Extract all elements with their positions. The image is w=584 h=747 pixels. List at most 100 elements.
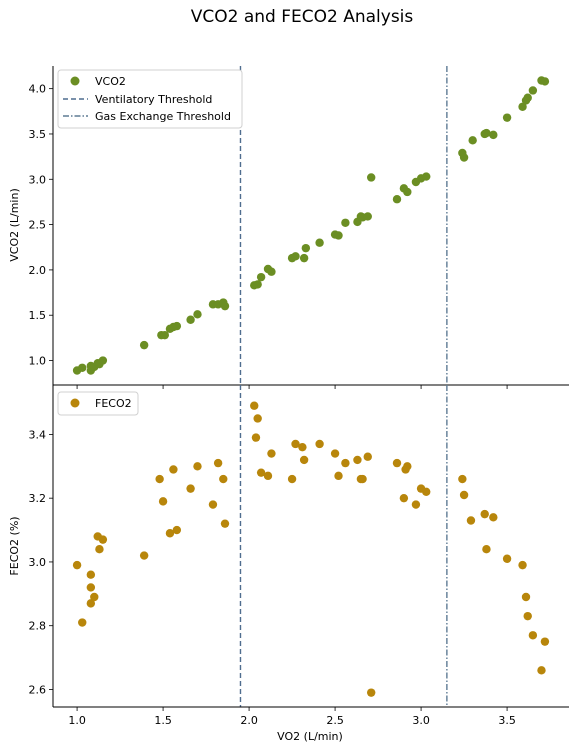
feco2-point: [341, 458, 350, 468]
vco2-y-tick-label: 1.0: [29, 355, 47, 368]
feco2-point: [358, 474, 367, 484]
vco2-point: [78, 363, 87, 372]
feco2-point: [213, 458, 223, 468]
chart-title: VCO2 and FECO2 Analysis: [191, 7, 414, 27]
vco2-point: [482, 128, 491, 138]
feco2-point: [334, 471, 343, 481]
vco2-point: [256, 272, 266, 282]
vco2-point: [367, 173, 376, 182]
vco2-point: [518, 102, 527, 111]
vco2-y-axis-label: VCO2 (L/min): [8, 188, 21, 262]
feco2-point: [287, 474, 297, 484]
feco2-point: [193, 462, 202, 471]
x-axis-label: VO2 (L/min): [277, 730, 343, 742]
feco2-panel: FECO2 (%) 2.6 2.8 3.0 3.2 3.4 1.0 1.5 2.0 2.5 3.0…: [8, 385, 569, 727]
vco2-point: [468, 136, 477, 145]
feco2-point: [267, 449, 276, 458]
vco2-panel: VCO2 (L/min) 1.0 1.5 2.0 2.5 3.0 3.5 4.0 VCO2 …: [8, 66, 569, 389]
feco2-point: [411, 500, 421, 509]
feco2-point: [186, 484, 195, 493]
feco2-point: [220, 519, 230, 528]
vco2-point: [403, 187, 412, 197]
vco2-point: [392, 195, 402, 204]
x-tick-label: 1.0: [68, 714, 86, 727]
feco2-y-tick-label: 2.6: [29, 683, 47, 696]
vco2-point: [291, 252, 300, 261]
feco2-point: [299, 455, 309, 465]
vco2-point: [301, 243, 311, 253]
feco2-point: [155, 474, 164, 484]
vco2-point: [193, 310, 202, 319]
feco2-point: [251, 433, 261, 442]
vco2-legend-box: [57, 69, 243, 129]
feco2-point: [392, 458, 402, 468]
feco2-point: [367, 688, 376, 697]
feco2-point: [256, 468, 266, 477]
vco2-point: [489, 130, 498, 140]
feco2-point: [330, 449, 340, 458]
feco2-point: [90, 592, 99, 602]
legend-feco2-marker: [70, 398, 80, 408]
vco2-y-tick-label: 3.0: [29, 173, 47, 186]
feco2-point: [466, 516, 476, 525]
vco2-point: [502, 113, 512, 122]
feco2-point: [540, 637, 550, 646]
vco2-point: [98, 356, 108, 365]
feco2-y-tick-label: 3.0: [29, 556, 47, 569]
vco2-point: [341, 218, 350, 227]
feco2-point: [86, 583, 96, 592]
x-tick-label: 1.5: [154, 714, 172, 727]
vco2-point: [315, 238, 324, 247]
feco2-point: [399, 493, 409, 503]
vco2-point: [172, 321, 182, 331]
feco2-point: [480, 509, 489, 519]
feco2-y-tick-label: 3.4: [29, 428, 47, 441]
feco2-point: [403, 462, 412, 471]
vco2-point: [459, 153, 469, 162]
vco2-legend: VCO2 Ventilatory Threshold Gas Exchange …: [57, 69, 243, 129]
legend-get-label: Gas Exchange Threshold: [95, 110, 231, 123]
feco2-point: [291, 439, 300, 449]
feco2-point: [459, 490, 469, 500]
feco2-point: [521, 592, 531, 602]
feco2-point: [78, 618, 87, 627]
feco2-point: [502, 554, 512, 563]
feco2-point: [219, 474, 228, 484]
vco2-point: [299, 253, 309, 263]
feco2-point: [158, 497, 168, 506]
feco2-point: [208, 500, 218, 509]
feco2-y-tick-label: 3.2: [29, 492, 47, 505]
feco2-point: [422, 487, 431, 497]
vco2-point: [363, 212, 372, 221]
feco2-point: [298, 442, 307, 452]
feco2-legend: FECO2: [57, 391, 139, 416]
vco2-point: [253, 280, 262, 289]
legend-feco2-label: FECO2: [95, 397, 132, 410]
feco2-point: [86, 599, 96, 608]
feco2-point: [518, 560, 527, 570]
legend-vco2-label: VCO2: [95, 75, 126, 88]
feco2-point: [86, 570, 96, 579]
feco2-point: [489, 513, 498, 522]
vco2-y-tick-label: 2.5: [29, 219, 47, 232]
vco2-point: [540, 77, 550, 86]
feco2-point: [253, 414, 262, 423]
feco2-point: [537, 666, 546, 675]
feco2-point: [523, 611, 532, 621]
vco2-point: [186, 315, 195, 324]
vco2-point: [267, 267, 276, 276]
x-tick-label: 3.5: [498, 714, 516, 727]
feco2-point: [98, 535, 108, 544]
feco2-point: [95, 544, 104, 554]
vco2-point: [528, 86, 538, 95]
feco2-point: [458, 474, 467, 484]
legend-vt-label: Ventilatory Threshold: [95, 93, 212, 106]
feco2-legend-box: [57, 391, 139, 416]
vco2-y-tick-label: 4.0: [29, 83, 47, 96]
feco2-point: [528, 631, 538, 640]
vco2-point: [334, 231, 343, 240]
vco2-point: [220, 301, 230, 311]
feco2-point: [482, 544, 491, 554]
feco2-point: [165, 529, 175, 538]
feco2-point: [363, 452, 372, 461]
